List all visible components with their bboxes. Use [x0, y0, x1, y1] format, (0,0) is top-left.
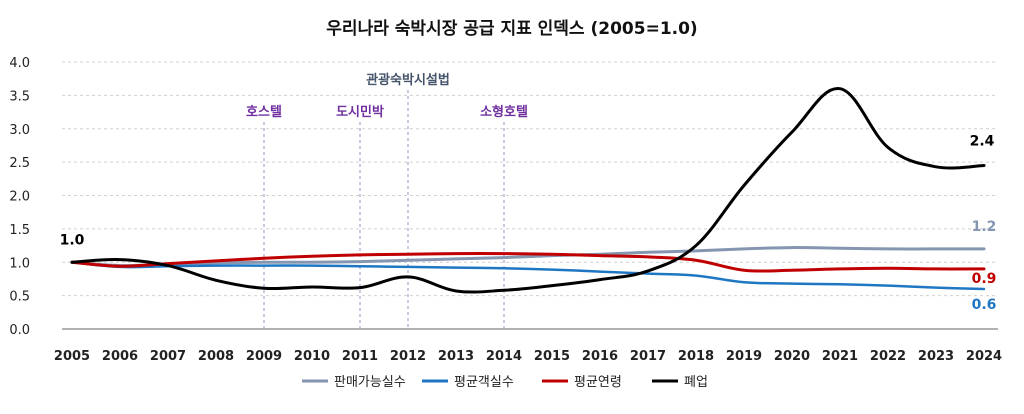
x-tick-label: 2019 — [726, 349, 762, 364]
x-tick-label: 2014 — [486, 349, 522, 364]
x-tick-label: 2009 — [246, 349, 282, 364]
x-tick-label: 2008 — [198, 349, 234, 364]
y-tick-label: 3.5 — [9, 89, 30, 104]
event-label: 소형호텔 — [480, 104, 528, 120]
series-line-3 — [70, 87, 986, 294]
event-label: 호스텔 — [246, 105, 282, 120]
legend-label: 판매가능실수 — [334, 375, 406, 390]
x-tick-label: 2007 — [150, 349, 186, 364]
y-tick-label: 4.0 — [9, 56, 30, 71]
chart-title: 우리나라 숙박시장 공급 지표 인덱스 (2005=1.0) — [326, 19, 698, 39]
x-tick-label: 2013 — [438, 349, 474, 364]
legend-label: 평균연령 — [574, 375, 622, 390]
x-tick-label: 2012 — [390, 349, 426, 364]
x-tick-label: 2006 — [102, 349, 138, 364]
x-tick-label: 2011 — [342, 349, 378, 364]
legend-label: 폐업 — [684, 375, 708, 390]
x-tick-label: 2016 — [582, 349, 618, 364]
y-tick-label: 2.0 — [9, 190, 30, 205]
data-label: 1.2 — [972, 219, 997, 235]
y-tick-label: 1.5 — [9, 223, 30, 238]
data-label: 1.0 — [60, 232, 85, 248]
x-tick-label: 2023 — [918, 349, 954, 364]
x-tick-label: 2024 — [966, 349, 1002, 364]
x-tick-label: 2017 — [630, 349, 666, 364]
x-tick-label: 2018 — [678, 349, 714, 364]
x-tick-label: 2010 — [294, 349, 330, 364]
series-line-0 — [70, 246, 986, 268]
legend-label: 평균객실수 — [454, 375, 514, 390]
y-tick-label: 3.0 — [9, 123, 30, 138]
series-line-2 — [70, 251, 986, 273]
series-line-1 — [70, 261, 986, 291]
y-tick-label: 0.0 — [9, 323, 30, 338]
data-label: 0.9 — [972, 271, 997, 287]
event-label: 관광숙박시설법 — [366, 72, 450, 88]
x-tick-label: 2005 — [54, 349, 90, 364]
x-tick-label: 2021 — [822, 349, 858, 364]
data-label: 2.4 — [970, 133, 995, 149]
x-tick-label: 2015 — [534, 349, 570, 364]
y-tick-label: 2.5 — [9, 156, 30, 171]
y-tick-label: 1.0 — [9, 256, 30, 271]
x-tick-label: 2020 — [774, 349, 810, 364]
y-tick-label: 0.5 — [9, 290, 30, 305]
x-tick-label: 2022 — [870, 349, 906, 364]
data-label: 0.6 — [972, 297, 997, 313]
event-label: 도시민박 — [336, 104, 384, 120]
